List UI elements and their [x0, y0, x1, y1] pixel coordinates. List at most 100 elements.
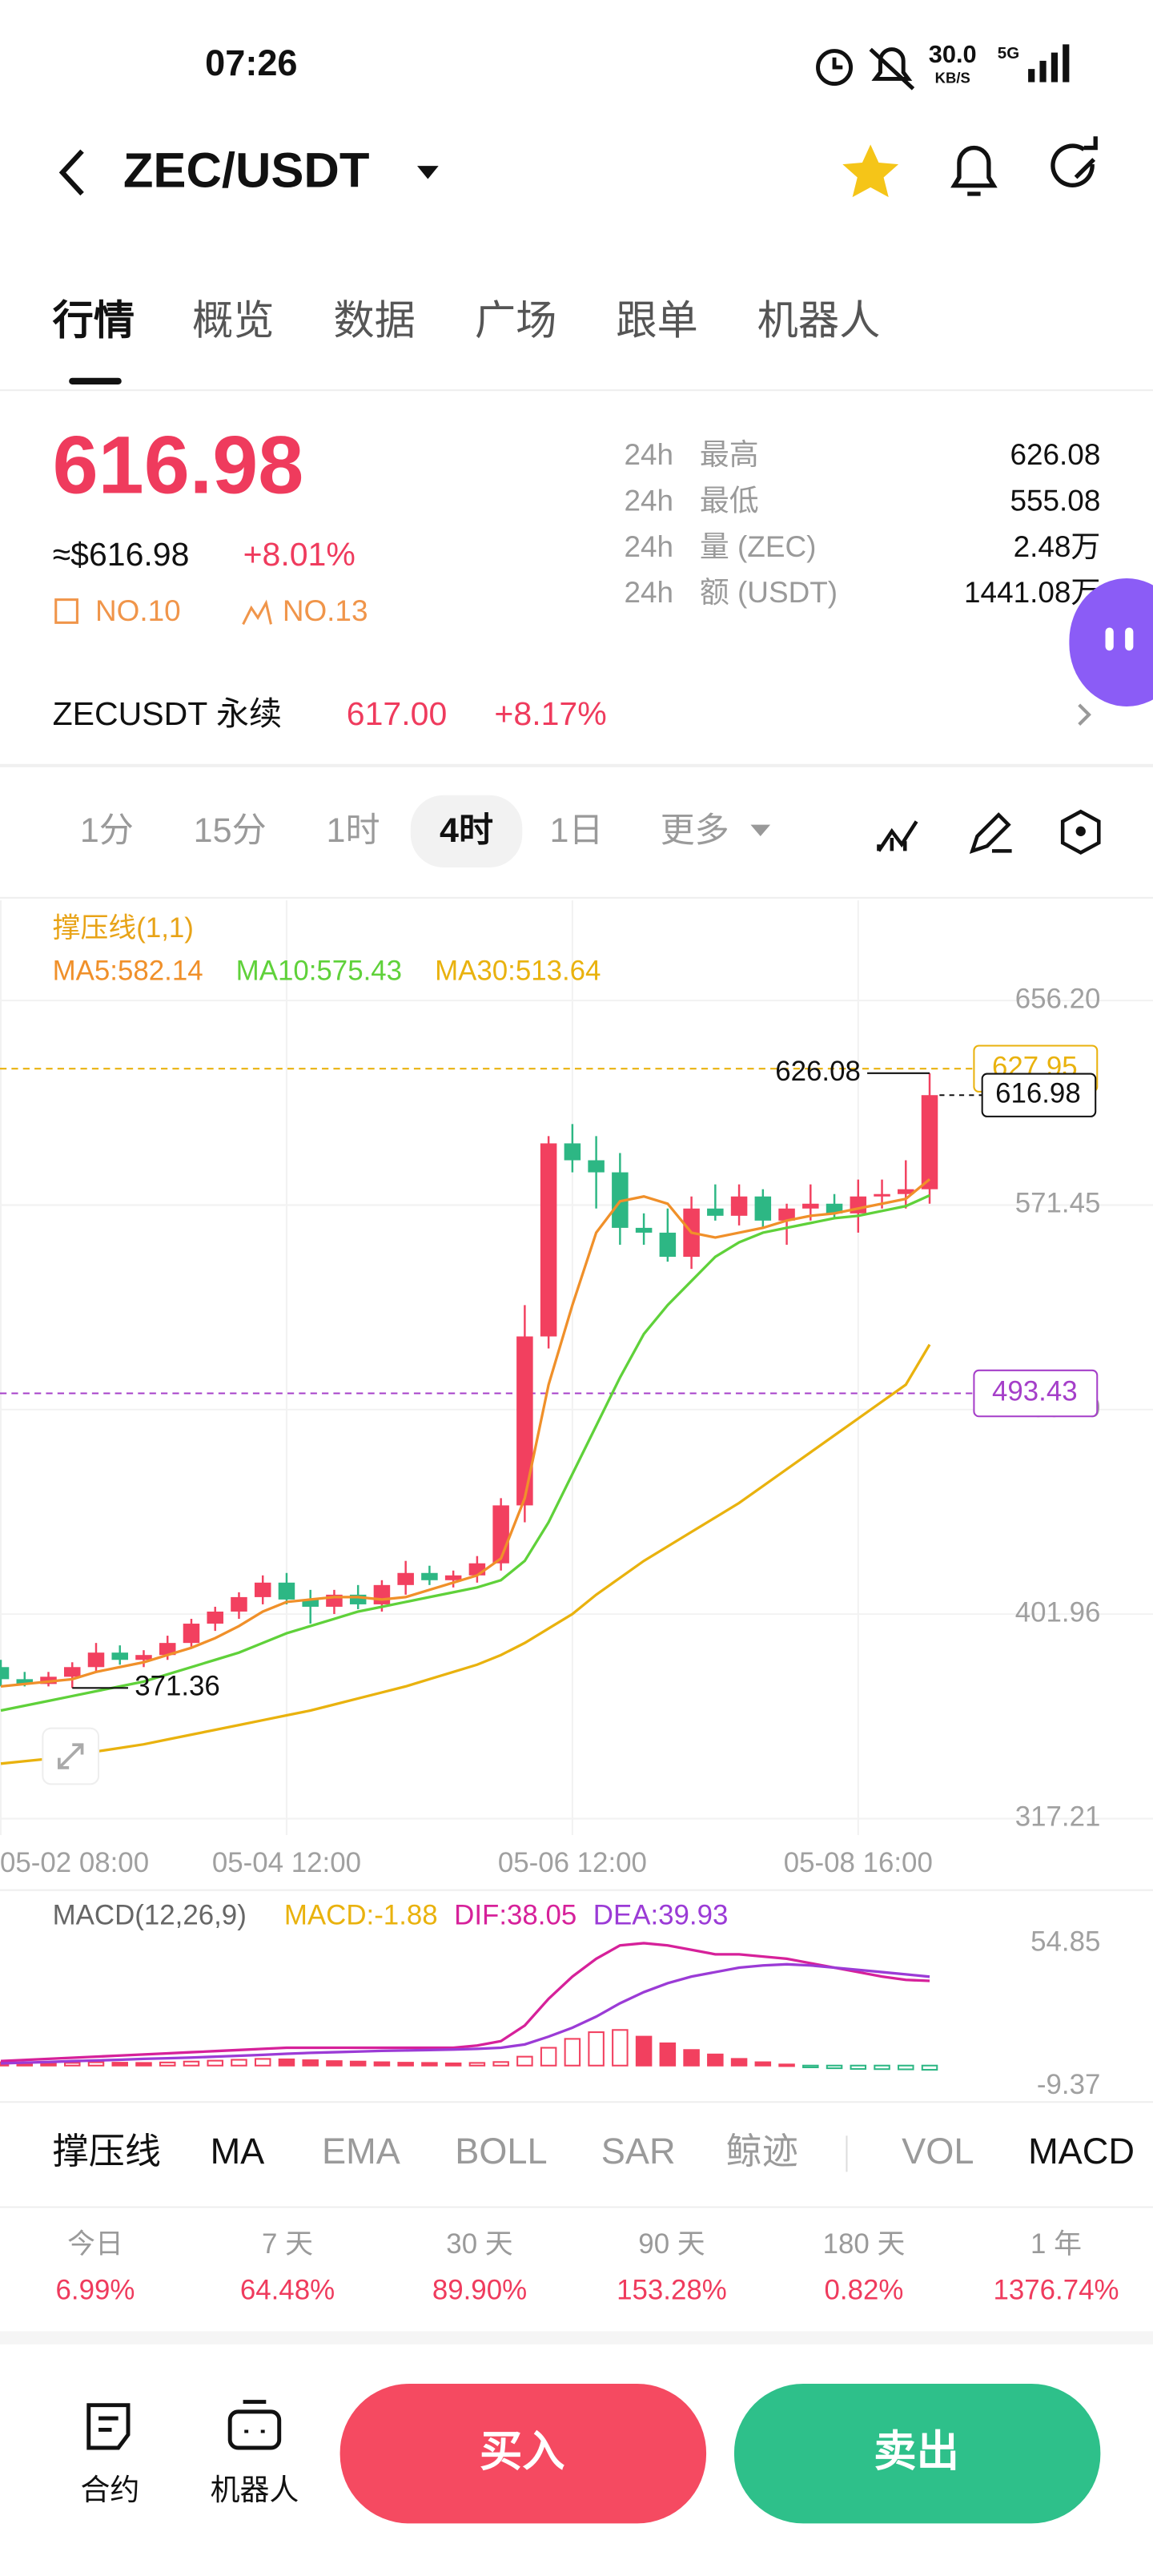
candle-body [16, 1679, 34, 1684]
legend-entry: MA30:513.64 [435, 955, 601, 986]
macd-bar [444, 2062, 462, 2067]
status-icons [816, 47, 915, 91]
bot-label[interactable]: 机器人 [211, 2473, 299, 2506]
candle-body [730, 1196, 748, 1216]
period-change: 0.82% [825, 2274, 904, 2305]
tab[interactable]: 行情 [53, 298, 135, 344]
buy-button[interactable] [339, 2384, 707, 2524]
favorite-star[interactable] [842, 144, 899, 198]
macd-bar [326, 2060, 343, 2067]
tab[interactable]: 广场 [475, 298, 557, 344]
macd-bar [659, 2042, 677, 2067]
macd-bar [826, 2064, 843, 2070]
period-label: 30 天 [446, 2228, 512, 2260]
perpetual-name[interactable]: ZECUSDT 永续 [53, 695, 282, 732]
macd-bar [754, 2061, 772, 2067]
perpetual-price: 617.00 [347, 695, 447, 732]
candle-body [802, 1203, 819, 1209]
macd-bar [87, 2061, 105, 2067]
macd-bar [302, 2059, 319, 2067]
indicator-tab[interactable]: SAR [601, 2131, 676, 2171]
contract-label[interactable]: 合约 [81, 2473, 140, 2506]
more-dropdown[interactable] [750, 824, 771, 836]
pair-title[interactable]: ZEC/USDT [123, 143, 370, 199]
separator [846, 2135, 848, 2172]
candle-body [278, 1582, 295, 1600]
indicator-tab[interactable]: 鲸迹 [726, 2131, 798, 2171]
ma-line [0, 1177, 931, 1688]
macd-bar [516, 2055, 533, 2067]
settings-tool[interactable] [1060, 809, 1101, 855]
divider [0, 763, 1153, 767]
candle-body [302, 1599, 319, 1607]
signal-bar [1063, 44, 1070, 83]
candle-body [135, 1655, 152, 1660]
indicator-tab[interactable]: BOLL [455, 2131, 547, 2171]
macd-bar [159, 2061, 176, 2067]
period-label: 90 天 [638, 2228, 705, 2260]
divider [0, 896, 1153, 899]
back-button[interactable] [58, 149, 84, 196]
macd-line [0, 1942, 930, 2063]
indicator-tool[interactable] [877, 820, 918, 852]
candle-body [373, 1584, 391, 1604]
rank-icon [242, 599, 272, 626]
draw-tool[interactable] [969, 812, 1012, 854]
settings-dot [1075, 826, 1086, 836]
interval[interactable]: 15分 [194, 811, 267, 850]
tab[interactable]: 概览 [192, 298, 275, 344]
macd-bar [564, 2038, 581, 2067]
interval[interactable]: 1分 [80, 811, 134, 850]
stat-period: 24h [624, 438, 673, 471]
macd-bar [231, 2059, 247, 2067]
pair-dropdown[interactable] [417, 166, 439, 179]
macd-bar [874, 2064, 890, 2071]
macd-bar [707, 2053, 724, 2067]
tab[interactable]: 跟单 [616, 298, 698, 344]
macd-bar [421, 2062, 438, 2067]
macd-bar [40, 2062, 57, 2067]
stats: 24h 最高 626.08 24h 最低 555.08 24h 量 (ZEC) … [624, 438, 1100, 609]
share-icon[interactable] [1051, 136, 1098, 187]
usd-price: ≈$616.98 [53, 536, 190, 573]
stat-label: 最高 [700, 438, 759, 471]
sell-label[interactable]: 卖出 [874, 2428, 959, 2475]
stat-value: 555.08 [1010, 484, 1100, 517]
tab[interactable]: 机器人 [757, 298, 881, 344]
bubble-eye [1105, 627, 1114, 651]
x-tick-label: 05-08 16:00 [784, 1847, 933, 1878]
macd-bar [898, 2064, 914, 2071]
legend-entry: DIF:38.05 [454, 1900, 576, 1931]
stat-label: 额 (USDT) [700, 576, 838, 609]
macd-bar [921, 2064, 938, 2071]
interval[interactable]: 4时 [440, 811, 493, 850]
bell-icon[interactable] [950, 146, 998, 196]
period-label: 1 年 [1030, 2228, 1082, 2260]
perpetual-change: +8.17% [494, 695, 606, 732]
indicator-tab[interactable]: MACD [1028, 2131, 1135, 2171]
signal-bar [1028, 69, 1035, 83]
macd-title: MACD(12,26,9) [53, 1900, 247, 1931]
interval[interactable]: 更多 [661, 811, 729, 850]
net-speed-unit: KB/S [935, 69, 970, 86]
interval[interactable]: 1日 [549, 811, 603, 850]
buy-label[interactable]: 买入 [480, 2428, 565, 2475]
indicator-tab[interactable]: 撑压线 [53, 2131, 161, 2171]
macd-chart: 54.85 -9.37 MACD:-1.88 DIF:38.05 DEA:39.93 [0, 1900, 1100, 2100]
macd-bar [588, 2031, 605, 2067]
interval-selected-bg [410, 795, 523, 867]
contract-icon[interactable] [86, 2403, 131, 2450]
tab[interactable]: 数据 [333, 298, 416, 344]
period-label: 7 天 [262, 2228, 313, 2260]
sell-button[interactable] [733, 2384, 1101, 2524]
indicator-tab[interactable]: VOL [902, 2131, 974, 2171]
interval[interactable]: 1时 [327, 811, 380, 850]
candle-body [564, 1143, 581, 1161]
indicator-tab[interactable]: EMA [322, 2131, 400, 2171]
bot-icon[interactable] [227, 2409, 282, 2450]
candle-body [635, 1227, 653, 1233]
macd-line [0, 1962, 930, 2065]
chevron[interactable] [1078, 703, 1091, 726]
indicator-tab[interactable]: MA [211, 2131, 265, 2171]
candle-body [87, 1652, 105, 1668]
